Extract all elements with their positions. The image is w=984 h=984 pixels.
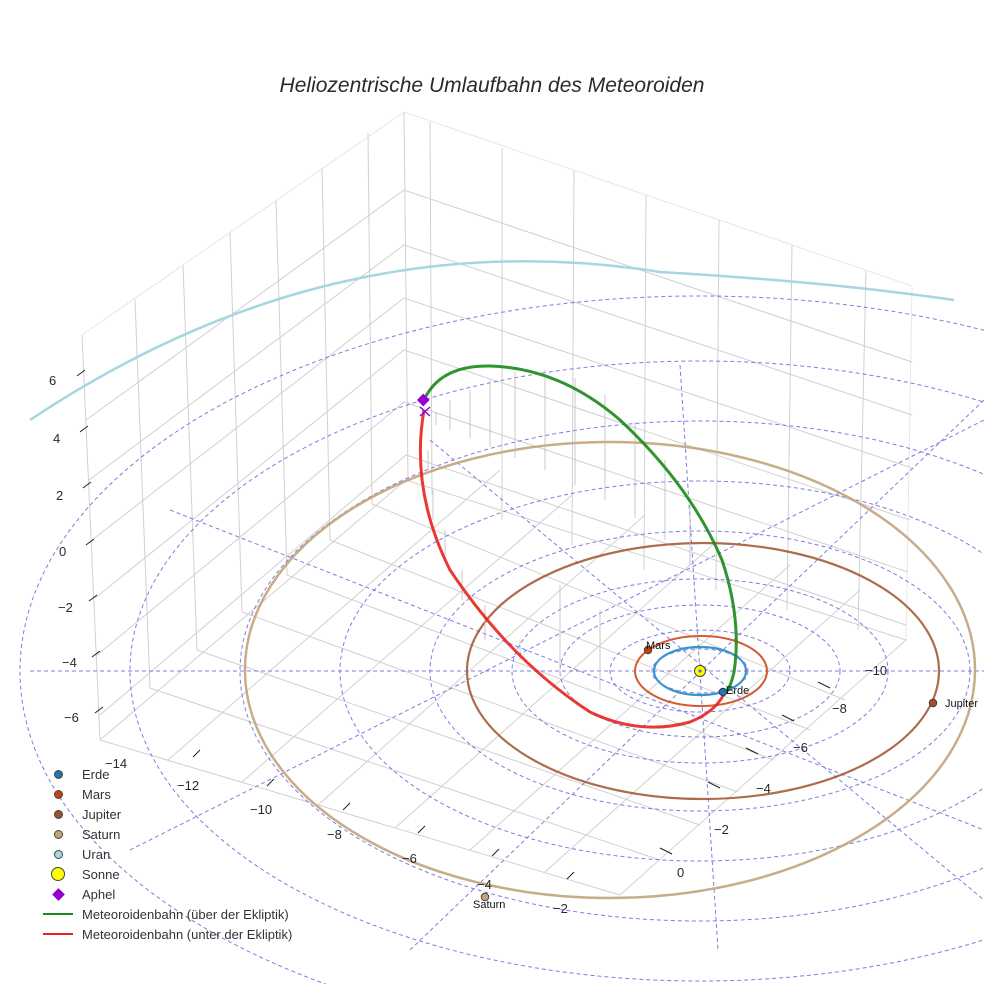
x-axis xyxy=(192,749,575,880)
jupiter-marker[interactable] xyxy=(928,698,938,708)
legend-item-sonne[interactable]: Sonne xyxy=(40,864,292,884)
y-tick-neg8: −8 xyxy=(832,701,847,716)
legend-label: Erde xyxy=(82,766,110,782)
legend-label: Meteoroidenbahn (über der Ekliptik) xyxy=(82,906,289,922)
uran-dot-icon xyxy=(53,849,63,859)
legend-item-orbit-below[interactable]: Meteoroidenbahn (unter der Ekliptik) xyxy=(40,924,292,944)
jupiter-label: Jupiter xyxy=(945,698,978,710)
x-tick-neg12: −12 xyxy=(177,778,199,793)
x-tick-neg6: −6 xyxy=(402,851,417,866)
legend-label: Jupiter xyxy=(82,806,122,822)
uranus-orbit xyxy=(29,260,955,422)
y-tick-neg10: −10 xyxy=(865,663,887,678)
projection-drop-lines xyxy=(427,370,691,690)
legend-item-mars[interactable]: Mars xyxy=(40,784,292,804)
z-tick-neg6: −6 xyxy=(64,710,79,725)
y-tick-neg2: −2 xyxy=(714,822,729,837)
legend-item-saturn[interactable]: Saturn xyxy=(40,824,292,844)
earth-label: Erde xyxy=(726,685,749,697)
meteoroid-orbit-above xyxy=(422,364,738,696)
jupiter-dot-icon xyxy=(53,809,63,819)
legend-item-orbit-above[interactable]: Meteoroidenbahn (über der Ekliptik) xyxy=(40,904,292,924)
legend-label: Meteoroidenbahn (unter der Ekliptik) xyxy=(82,926,293,942)
earth-marker[interactable] xyxy=(718,687,728,697)
green-line-icon xyxy=(43,912,73,916)
legend-label: Mars xyxy=(82,786,111,802)
legend: Erde Mars Jupiter Saturn Uran Sonne Aphe… xyxy=(40,764,292,944)
y-axis xyxy=(659,681,831,855)
mars-marker[interactable] xyxy=(643,645,653,655)
back-wall-grid xyxy=(81,111,913,896)
z-tick-neg4: −4 xyxy=(62,655,77,670)
legend-label: Sonne xyxy=(82,866,120,882)
z-tick-6: 6 xyxy=(49,373,56,388)
saturn-label: Saturn xyxy=(473,899,505,911)
sonne-dot-icon xyxy=(51,867,65,881)
mars-label: Mars xyxy=(646,640,671,652)
mars-dot-icon xyxy=(53,789,63,799)
meteoroid-orbit-below xyxy=(418,409,726,729)
y-tick-neg4: −4 xyxy=(756,781,771,796)
y-tick-neg6: −6 xyxy=(793,740,808,755)
x-tick-neg8: −8 xyxy=(327,827,342,842)
ecliptic-grid xyxy=(19,295,984,984)
x-tick-neg10: −10 xyxy=(250,802,272,817)
chart-title: Heliozentrische Umlaufbahn des Meteoroid… xyxy=(279,74,705,97)
y-tick-0: 0 xyxy=(677,865,684,880)
z-tick-neg2: −2 xyxy=(58,600,73,615)
red-line-icon xyxy=(43,932,73,936)
saturn-marker[interactable] xyxy=(480,892,490,902)
x-tick-neg2: −2 xyxy=(553,901,568,916)
erde-dot-icon xyxy=(53,769,63,779)
z-tick-4: 4 xyxy=(53,431,60,446)
x-tick-neg4: −4 xyxy=(477,877,492,892)
saturn-orbit xyxy=(243,440,977,900)
sun-core-icon xyxy=(698,669,702,673)
z-axis xyxy=(76,369,104,714)
legend-item-aphel[interactable]: Aphel xyxy=(40,884,292,904)
mars-orbit xyxy=(634,635,768,707)
x-tick-neg14: −14 xyxy=(105,756,127,771)
earth-orbit xyxy=(652,645,748,697)
jupiter-orbit xyxy=(465,541,941,801)
legend-label: Saturn xyxy=(82,826,121,842)
z-tick-0: 0 xyxy=(59,544,66,559)
legend-item-jupiter[interactable]: Jupiter xyxy=(40,804,292,824)
aphel-marker[interactable] xyxy=(416,393,430,407)
legend-label: Aphel xyxy=(82,886,116,902)
legend-label: Uran xyxy=(82,846,111,862)
aphel-diamond-icon xyxy=(51,887,65,901)
legend-item-erde[interactable]: Erde xyxy=(40,764,292,784)
saturn-dot-icon xyxy=(53,829,63,839)
legend-item-uran[interactable]: Uran xyxy=(40,844,292,864)
z-tick-2: 2 xyxy=(56,488,63,503)
aphel-projection-x-icon xyxy=(419,406,431,417)
